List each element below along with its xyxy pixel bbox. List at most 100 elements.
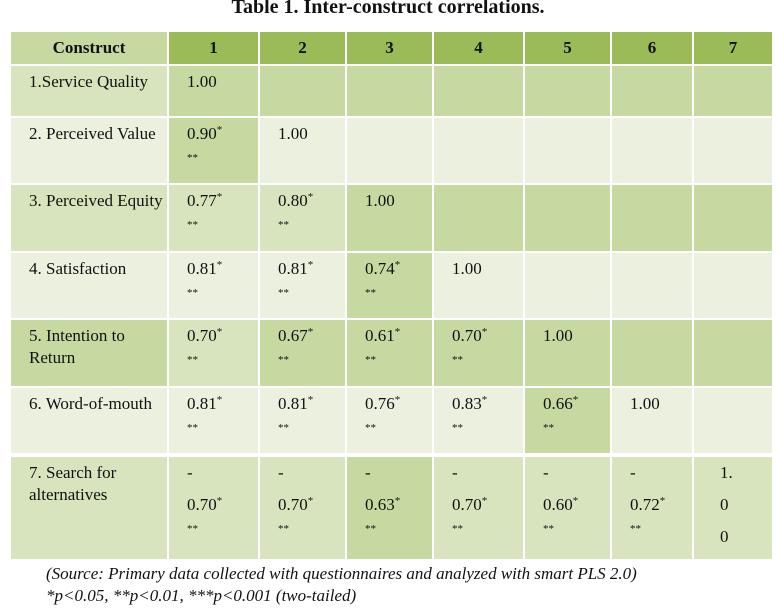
significance-superscript: * (394, 495, 401, 507)
negative-sign: - (278, 463, 284, 482)
significance-superscript: * (659, 495, 666, 507)
table-cell (610, 251, 694, 320)
significance-stars: ** (543, 523, 554, 535)
significance-stars: ** (187, 152, 198, 164)
row-label: 3. Perceived Equity (9, 183, 169, 253)
correlation-value: 0.74* (365, 259, 432, 279)
correlation-number: 0.70 (452, 326, 482, 345)
correlation-number: 0.63 (365, 495, 395, 514)
significance-superscript: * (394, 259, 401, 271)
table-cell: -0.70* ** (432, 453, 525, 561)
correlation-number: 1.00 (543, 326, 573, 345)
correlation-value: 0.67* (278, 326, 345, 346)
significance-superscript: * (307, 326, 314, 338)
significance-stars: ** (365, 422, 376, 434)
table-cell: 0.81* ** (167, 251, 260, 320)
correlation-number: 0.76 (365, 394, 395, 413)
row-label: 6. Word-of-mouth (9, 386, 169, 456)
row-label: 7. Search for alternatives (9, 453, 169, 561)
table-cell: 0.66* ** (523, 386, 612, 456)
correlation-value: 0.90* (187, 124, 258, 144)
significance-superscript: * (307, 191, 314, 203)
correlation-table-container: Construct 1 2 3 4 5 6 7 1.Service Qualit… (9, 30, 774, 561)
significance-superscript: * (572, 394, 579, 406)
table-cell: 0.81* ** (258, 386, 347, 456)
correlation-number: 0.81 (187, 259, 217, 278)
table-cell (692, 116, 774, 185)
significance-stars: ** (187, 354, 198, 366)
table-cell (692, 386, 774, 456)
table-cell (523, 183, 612, 253)
correlation-number: 0.70 (187, 326, 217, 345)
negative-sign: - (630, 463, 636, 482)
table-body: 1.Service Quality 1.00 2. Perceived Value 0… (9, 64, 774, 561)
row-label: 5. Intention to Return (9, 318, 169, 388)
significance-superscript: * (481, 394, 488, 406)
table-cell: 1.00 (258, 116, 347, 185)
significance-stars: ** (278, 219, 289, 231)
correlation-value: 0.77* (187, 191, 258, 211)
correlation-number: 0.80 (278, 191, 308, 210)
significance-stars: ** (278, 523, 289, 535)
table-cell: 0.83* ** (432, 386, 525, 456)
table-cell (610, 116, 694, 185)
significance-stars: ** (452, 523, 463, 535)
correlation-number: 0.72 (630, 495, 660, 514)
negative-sign: - (187, 463, 193, 482)
correlation-value: 1.00 (365, 191, 432, 211)
table-cell (610, 318, 694, 388)
correlation-value: 0.70* (187, 326, 258, 346)
table-cell (610, 183, 694, 253)
significance-superscript: * (394, 326, 401, 338)
correlation-value: 0.70* (452, 326, 523, 346)
table-cell: -0.63* ** (345, 453, 434, 561)
correlation-number: 0.60 (543, 495, 573, 514)
table-row: 6. Word-of-mouth 0.81* ** 0.81* ** 0.76* ** 0.8… (9, 386, 774, 456)
table-row: 1.Service Quality 1.00 (9, 64, 774, 118)
table-cell: 0.81* ** (258, 251, 347, 320)
table-cell: 1.00 (432, 251, 525, 320)
significance-stars: ** (278, 354, 289, 366)
table-cell: 0.74* ** (345, 251, 434, 320)
significance-superscript: * (216, 191, 223, 203)
correlation-number: 0.81 (278, 394, 308, 413)
table-footer: (Source: Primary data collected with que… (46, 563, 637, 607)
correlation-number: 1.00 (365, 191, 395, 210)
significance-stars: ** (452, 354, 463, 366)
correlation-number: 1.00 (452, 259, 482, 278)
significance-superscript: * (481, 495, 488, 507)
correlation-number: 1.00 (187, 72, 217, 91)
correlation-number: 0.81 (278, 259, 308, 278)
table-cell: 0.76* ** (345, 386, 434, 456)
header-col-1: 1 (167, 30, 260, 66)
header-row: Construct 1 2 3 4 5 6 7 (9, 30, 774, 66)
header-construct: Construct (9, 30, 169, 66)
significance-superscript: * (216, 124, 223, 136)
significance-superscript: * (216, 326, 223, 338)
stacked-value-part: 0 (720, 495, 729, 514)
correlation-table: Construct 1 2 3 4 5 6 7 1.Service Qualit… (9, 30, 774, 561)
correlation-value: 1.00 (543, 326, 610, 346)
correlation-value: 0.81* (187, 394, 258, 414)
correlation-number: 0.70 (278, 495, 308, 514)
correlation-value: 0.63* (365, 495, 432, 515)
correlation-number: 0.70 (187, 495, 217, 514)
table-row: 5. Intention to Return 0.70* ** 0.67* ** 0.61… (9, 318, 774, 388)
negative-sign: - (452, 463, 458, 482)
correlation-value: 0.60* (543, 495, 610, 515)
table-cell: 1.00 (345, 183, 434, 253)
significance-stars: ** (365, 287, 376, 299)
significance-stars: ** (543, 422, 554, 434)
table-cell (523, 64, 612, 118)
header-col-4: 4 (432, 30, 525, 66)
correlation-number: 0.67 (278, 326, 308, 345)
table-cell: -0.70* ** (258, 453, 347, 561)
table-cell: 0.70* ** (167, 318, 260, 388)
table-row: 2. Perceived Value 0.90* ** 1.00 (9, 116, 774, 185)
negative-sign: - (543, 463, 549, 482)
correlation-value: 1.00 (187, 72, 258, 92)
header-col-6: 6 (610, 30, 694, 66)
table-cell: 1.00 (167, 64, 260, 118)
table-title: Table 1. Inter-construct correlations. (231, 0, 545, 18)
correlation-number: 0.61 (365, 326, 395, 345)
